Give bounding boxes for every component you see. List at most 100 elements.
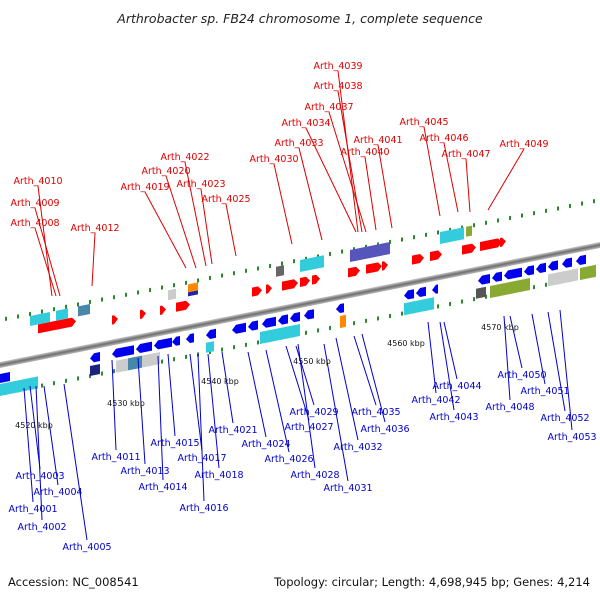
gene-labels: Arth_4039 Arth_4038 Arth_4037 Arth_4034 Arth… xyxy=(8,61,596,553)
forward-gene-arrow xyxy=(266,284,272,294)
tick-mark xyxy=(233,270,235,276)
tick-mark xyxy=(545,208,547,213)
domain-box xyxy=(260,323,300,344)
forward-gene-arrow xyxy=(112,315,118,325)
domain-box xyxy=(440,227,464,244)
gene-leader-line xyxy=(137,357,146,465)
gene-leader-line xyxy=(35,385,43,521)
tick-mark xyxy=(557,206,559,211)
forward-gene-arrow xyxy=(300,276,310,287)
gene-label: Arth_4022 xyxy=(160,152,209,163)
gene-label: Arth_4010 xyxy=(13,176,62,187)
reverse-gene-arrow xyxy=(492,271,502,282)
reverse-gene-arrow xyxy=(562,257,572,268)
reverse-gene-arrow xyxy=(206,328,216,339)
gene-label: Arth_4024 xyxy=(241,439,290,450)
tick-mark xyxy=(53,380,55,386)
forward-gene-arrow xyxy=(140,309,146,319)
gene-label: Arth_4053 xyxy=(547,432,596,443)
gene-label: Arth_4033 xyxy=(274,138,323,149)
chromosome-backbone xyxy=(0,233,600,373)
tick-mark xyxy=(185,354,187,359)
reverse-gene-arrow xyxy=(548,260,558,271)
domain-box xyxy=(476,286,486,299)
gene-label: Arth_4049 xyxy=(499,139,548,150)
gene-leader-line xyxy=(361,333,386,423)
gene-label: Arth_4002 xyxy=(17,522,66,533)
tick-mark xyxy=(5,316,7,321)
gene-label: Arth_4023 xyxy=(176,179,225,190)
gene-leader-line xyxy=(34,227,57,297)
tick-mark xyxy=(533,284,535,290)
gene-label: Arth_4042 xyxy=(411,395,460,406)
gene-leader-line xyxy=(197,353,205,502)
tick-mark xyxy=(185,280,187,285)
gene-leader-line xyxy=(273,163,293,245)
gene-leader-line xyxy=(184,161,207,267)
gene-leader-line xyxy=(328,111,367,233)
tick-mark xyxy=(305,330,307,335)
gene-label: Arth_4004 xyxy=(33,487,82,498)
gene-leader-line xyxy=(427,321,437,394)
tick-mark xyxy=(257,340,259,345)
tick-mark xyxy=(161,285,163,290)
gene-label: Arth_4013 xyxy=(120,466,169,477)
tick-mark xyxy=(569,203,571,209)
gene-leader-line xyxy=(295,345,315,406)
gene-leader-line xyxy=(465,158,471,213)
tick-mark xyxy=(173,282,175,288)
tick-mark xyxy=(221,273,223,278)
reverse-gene-arrow xyxy=(478,273,490,285)
tick-mark xyxy=(113,294,115,300)
tick-mark xyxy=(533,210,535,216)
gene-leader-line xyxy=(323,343,349,482)
domain-box xyxy=(580,264,596,280)
domain-box xyxy=(0,376,38,396)
domain-box xyxy=(548,268,578,287)
tick-mark xyxy=(149,287,151,293)
gene-label: Arth_4030 xyxy=(249,154,298,165)
gene-leader-line xyxy=(509,315,523,369)
gene-leader-line xyxy=(298,147,323,241)
forward-gene-arrow xyxy=(176,300,190,312)
reverse-gene-arrow xyxy=(232,322,246,334)
gene-leader-line xyxy=(265,349,290,453)
reverse-gene-arrow xyxy=(0,371,10,385)
scale-label: 4560 kbp xyxy=(387,339,425,348)
tick-mark xyxy=(473,222,475,228)
domain-box xyxy=(56,308,68,321)
reverse-gene-arrow xyxy=(504,267,522,280)
gene-label: Arth_4045 xyxy=(399,117,448,128)
gene-leader-line xyxy=(337,90,363,233)
gene-label: Arth_4001 xyxy=(8,504,57,515)
reverse-gene-arrow xyxy=(524,265,534,276)
gene-leader-line xyxy=(43,385,59,486)
tick-mark xyxy=(365,318,367,323)
gene-label: Arth_4008 xyxy=(10,218,59,229)
reverse-gene-arrow xyxy=(136,341,152,353)
gene-leader-line xyxy=(305,127,357,233)
scale-label: 4530 kbp xyxy=(107,399,145,408)
gene-leader-line xyxy=(559,309,573,431)
gene-leader-line xyxy=(91,232,96,287)
forward-gene-arrow xyxy=(500,237,506,247)
tick-mark xyxy=(65,378,67,383)
domain-box xyxy=(188,282,198,293)
reverse-gene-arrow xyxy=(404,289,414,300)
forward-gene-arrow xyxy=(412,253,424,265)
tick-mark xyxy=(389,313,391,319)
gene-leader-line xyxy=(23,387,34,503)
gene-leader-line xyxy=(29,385,41,470)
tick-mark xyxy=(245,342,247,347)
tick-mark xyxy=(521,213,523,218)
gene-leader-line xyxy=(34,207,61,297)
gene-label: Arth_4003 xyxy=(15,471,64,482)
tick-mark xyxy=(233,344,235,350)
gene-label: Arth_4012 xyxy=(70,223,119,234)
forward-gene-arrow xyxy=(480,238,502,251)
gene-label: Arth_4040 xyxy=(340,147,389,158)
gene-leader-line xyxy=(531,313,546,385)
tick-mark xyxy=(245,268,247,273)
tick-mark xyxy=(581,201,583,206)
